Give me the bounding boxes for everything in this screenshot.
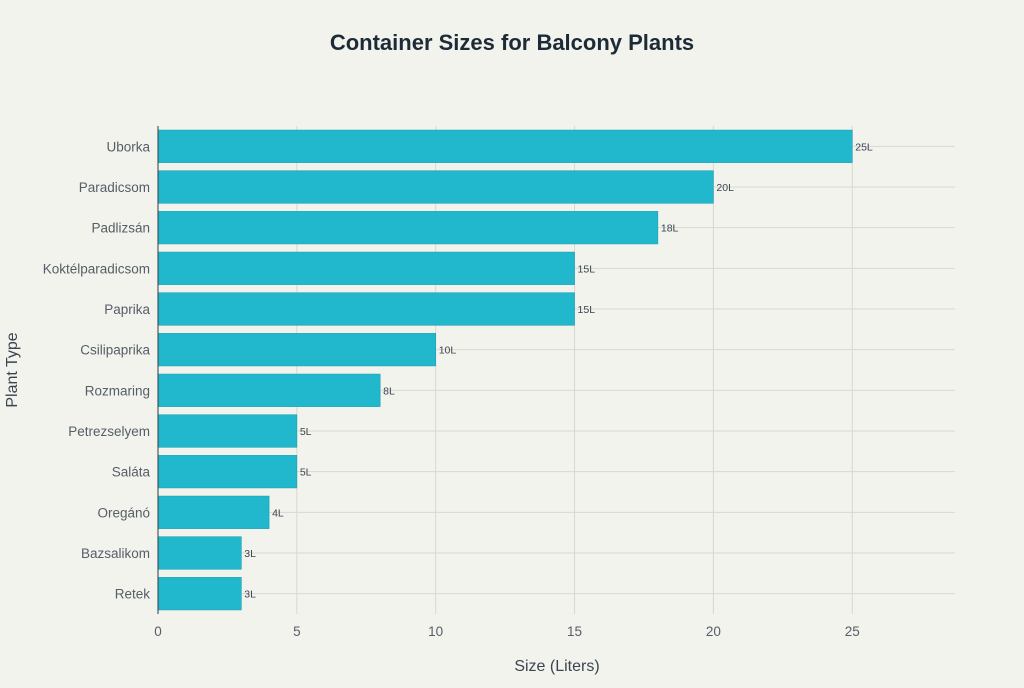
bars-layer <box>157 129 853 611</box>
bar <box>157 373 381 407</box>
data-label: 5L <box>300 426 312 438</box>
x-tick-label: 5 <box>293 624 301 639</box>
data-label: 3L <box>244 589 256 601</box>
data-label: 20L <box>716 182 734 194</box>
y-axis-title: Plant Type <box>4 332 21 407</box>
bar <box>157 536 242 570</box>
category-label: Padlizsán <box>91 221 150 236</box>
data-label: 15L <box>578 263 596 275</box>
chart-title: Container Sizes for Balcony Plants <box>330 30 694 55</box>
category-label: Koktélparadicsom <box>43 261 150 276</box>
bar <box>157 577 242 611</box>
bar <box>157 251 575 285</box>
data-label: 18L <box>661 223 679 235</box>
x-tick-label: 15 <box>567 624 582 639</box>
data-label: 5L <box>300 467 312 479</box>
category-label: Paprika <box>104 302 150 317</box>
bar <box>157 333 437 367</box>
bar <box>157 129 853 163</box>
bar <box>157 211 659 245</box>
bar <box>157 170 714 204</box>
labels-layer: 0 5 10 15 20 25 Uborka 25L Paradicsom 20L Padlizsá… <box>43 139 873 639</box>
category-label: Saláta <box>112 465 151 480</box>
category-label: Csilipaprika <box>80 343 150 358</box>
bar <box>157 292 575 326</box>
category-label: Uborka <box>106 139 150 154</box>
x-tick-label: 0 <box>154 624 162 639</box>
category-label: Oregánó <box>97 505 150 520</box>
category-label: Rozmaring <box>85 383 150 398</box>
x-tick-label: 25 <box>845 624 860 639</box>
category-label: Bazsalikom <box>81 546 150 561</box>
data-label: 10L <box>439 345 457 357</box>
bar <box>157 455 298 489</box>
category-label: Petrezselyem <box>68 424 150 439</box>
bar <box>157 414 298 448</box>
x-tick-label: 20 <box>706 624 721 639</box>
x-tick-label: 10 <box>428 624 443 639</box>
data-label: 25L <box>855 141 873 153</box>
data-label: 15L <box>578 304 596 316</box>
category-label: Retek <box>115 587 151 602</box>
x-axis-title: Size (Liters) <box>514 658 599 675</box>
data-label: 4L <box>272 507 284 519</box>
bar <box>157 495 270 529</box>
category-label: Paradicsom <box>79 180 150 195</box>
data-label: 3L <box>244 548 256 560</box>
data-label: 8L <box>383 385 395 397</box>
